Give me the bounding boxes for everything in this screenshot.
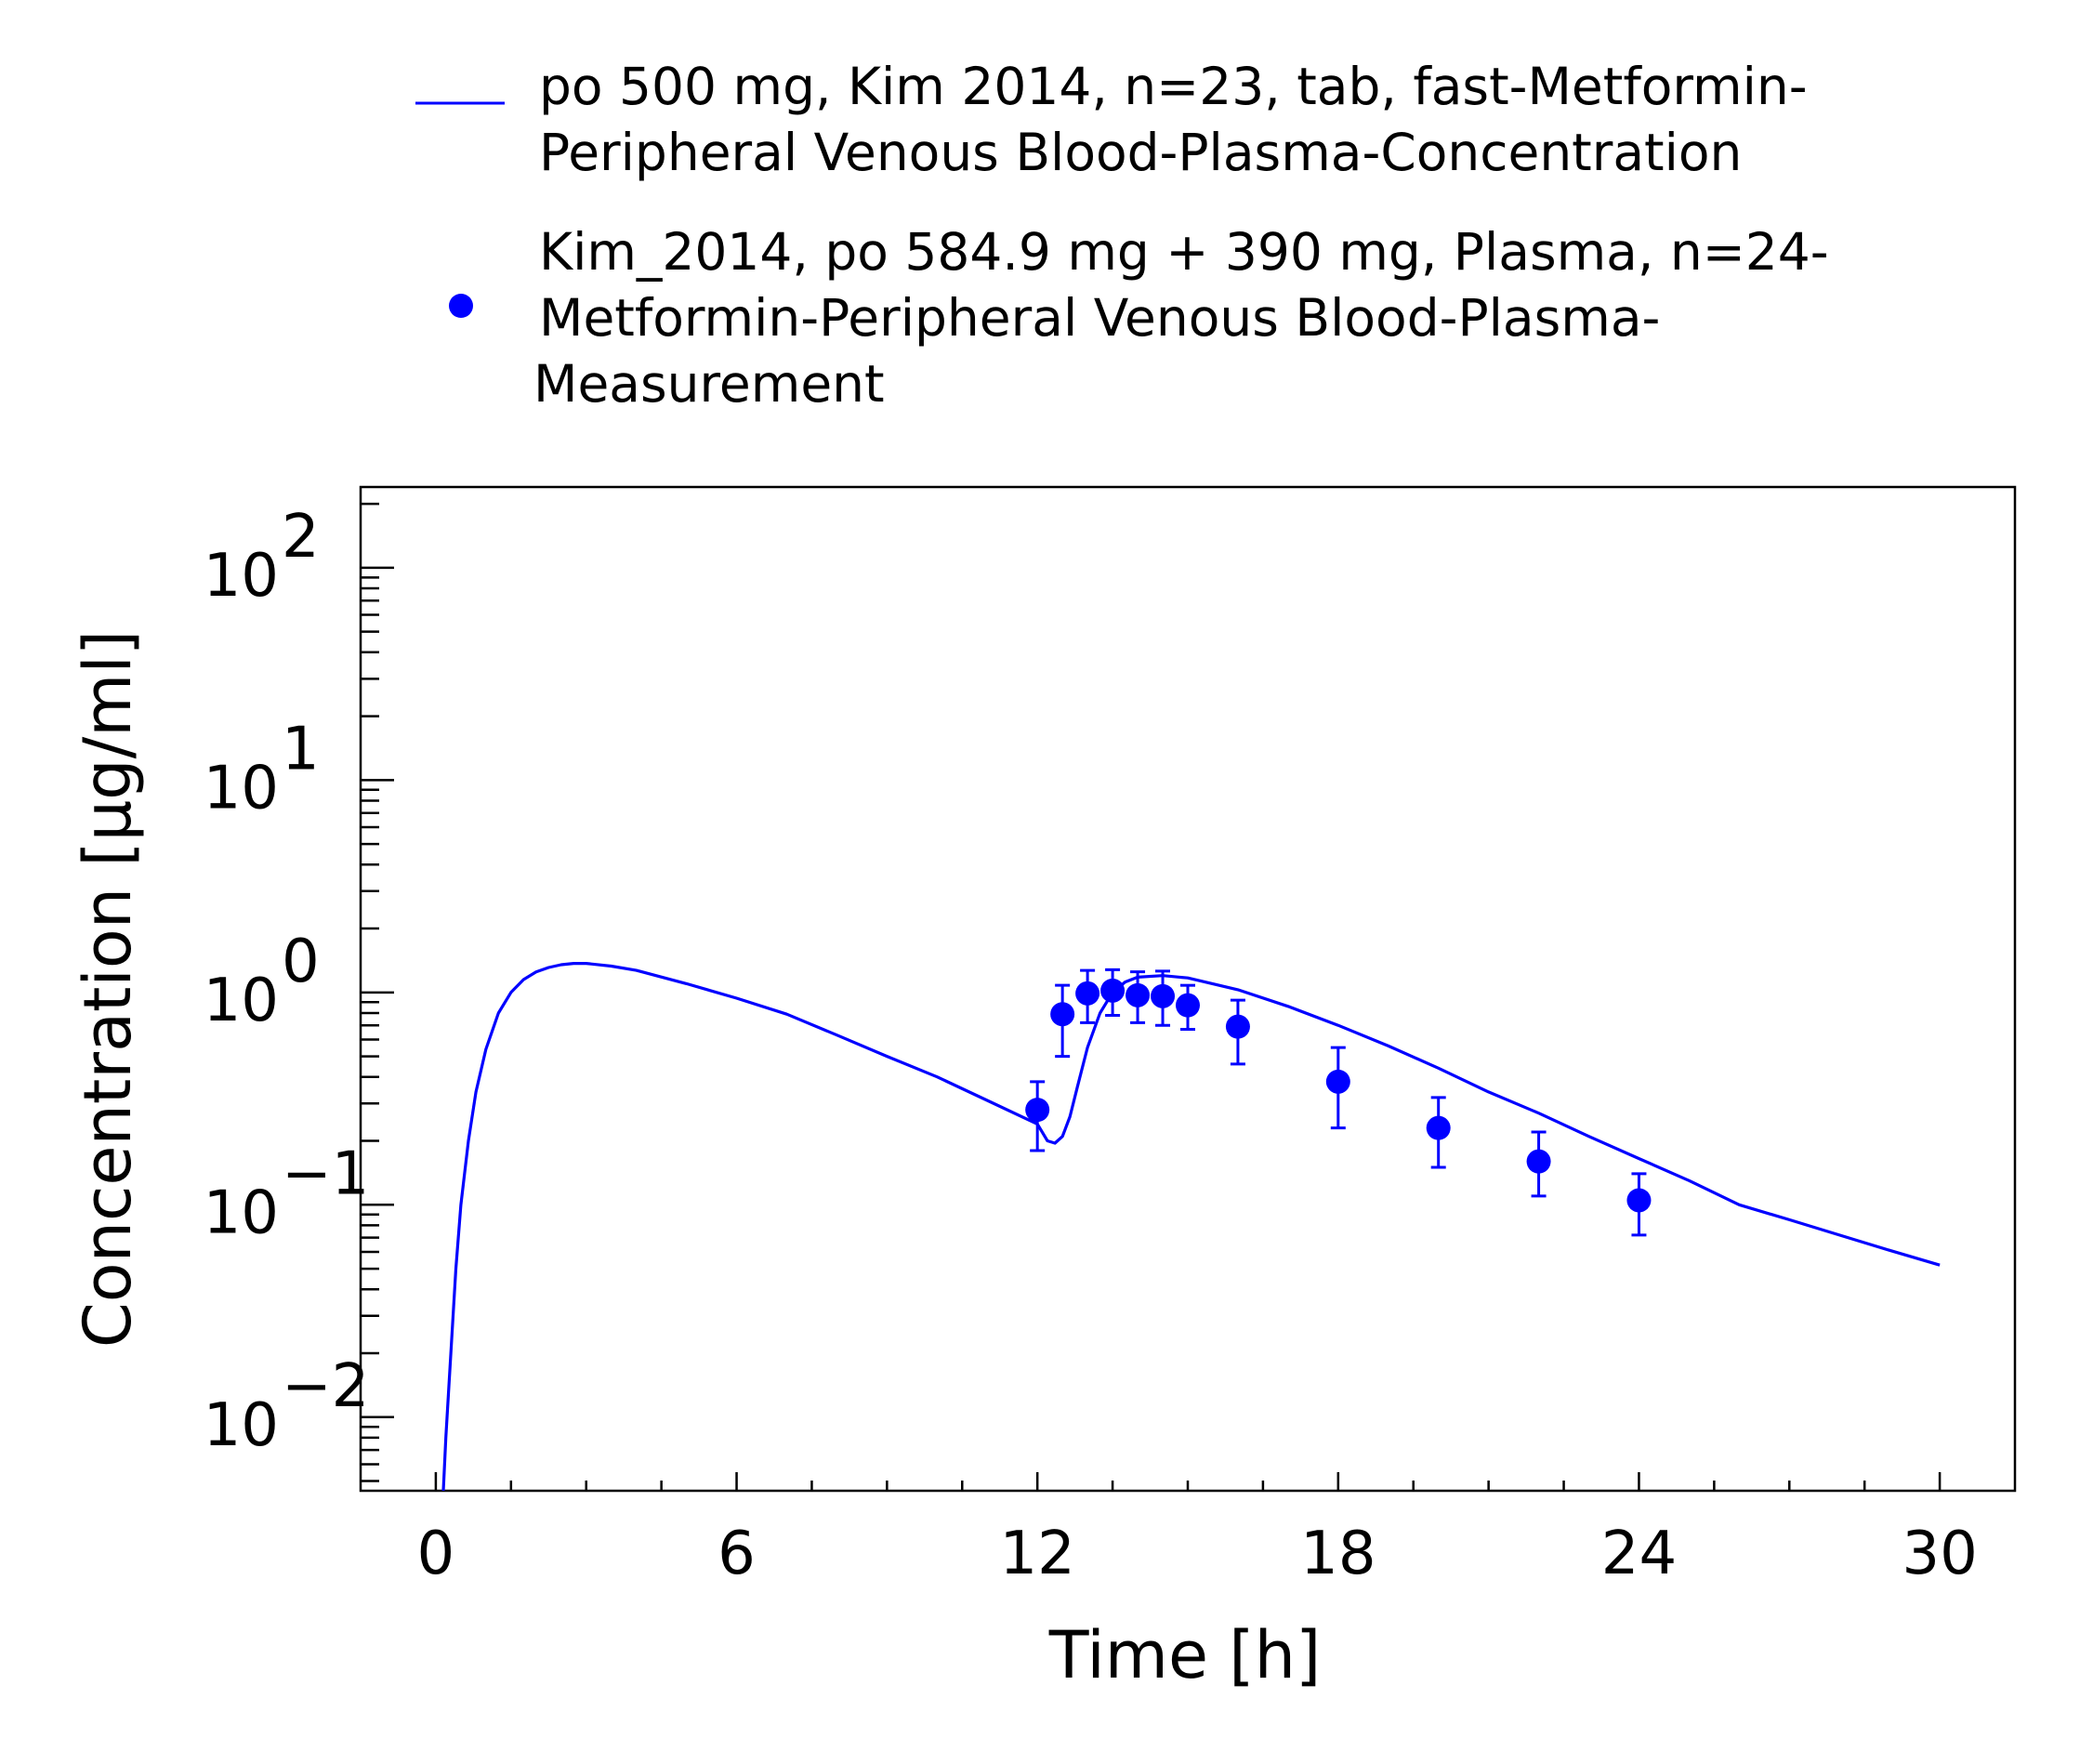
legend-entry-1-line-1: po 500 mg, Kim 2014, n=23, tab, fast-Met… xyxy=(539,57,1808,116)
y-tick-exponent: −2 xyxy=(282,1352,369,1421)
x-axis-tick-labels: 0 6 12 18 24 30 xyxy=(417,1520,1978,1588)
data-point xyxy=(1100,978,1126,1003)
x-tick-label: 24 xyxy=(1601,1520,1677,1588)
data-point xyxy=(1526,1149,1551,1174)
series-layer xyxy=(441,962,1941,1491)
y-tick-label: 10 xyxy=(204,1391,279,1460)
legend-entry-1-line-2: Peripheral Venous Blood-Plasma-Concentra… xyxy=(539,123,1742,182)
legend-entry-2-line-1: Kim_2014, po 584.9 mg + 390 mg, Plasma, … xyxy=(539,222,1829,282)
y-axis-label: Concentration [µg/ml] xyxy=(70,630,146,1348)
legend-entry-2-line-2: Metformin-Peripheral Venous Blood-Plasma… xyxy=(539,288,1660,348)
y-tick-label: 10 xyxy=(204,1178,279,1247)
simulation-curve xyxy=(441,962,1941,1491)
data-point xyxy=(1050,1002,1075,1027)
data-point xyxy=(1126,982,1151,1007)
y-tick-exponent: 0 xyxy=(282,928,320,996)
y-tick-exponent: 2 xyxy=(282,503,320,572)
x-axis-label: Time [h] xyxy=(1048,1617,1322,1693)
data-point xyxy=(1626,1188,1652,1213)
x-tick-label: 6 xyxy=(717,1520,756,1588)
data-point xyxy=(1151,983,1176,1008)
legend: po 500 mg, Kim 2014, n=23, tab, fast-Met… xyxy=(415,57,1829,414)
data-point xyxy=(1176,993,1200,1018)
data-point xyxy=(1225,1014,1250,1039)
y-tick-exponent: −1 xyxy=(282,1139,369,1208)
y-axis-ticks xyxy=(361,502,394,1482)
x-axis-ticks xyxy=(434,1472,1942,1491)
data-point xyxy=(1025,1098,1050,1123)
y-tick-label: 10 xyxy=(204,967,279,1035)
data-point xyxy=(1426,1115,1451,1140)
y-tick-exponent: 1 xyxy=(282,715,320,783)
x-tick-label: 18 xyxy=(1300,1520,1376,1588)
data-point xyxy=(1325,1069,1350,1094)
legend-marker-swatch xyxy=(449,294,473,318)
x-tick-label: 12 xyxy=(999,1520,1074,1588)
y-tick-label: 10 xyxy=(204,754,279,823)
y-tick-label: 10 xyxy=(204,542,279,611)
x-tick-label: 30 xyxy=(1902,1520,1977,1588)
x-tick-label: 0 xyxy=(417,1520,455,1588)
data-point xyxy=(1075,981,1100,1006)
legend-entry-2-line-3: Measurement xyxy=(533,354,885,414)
